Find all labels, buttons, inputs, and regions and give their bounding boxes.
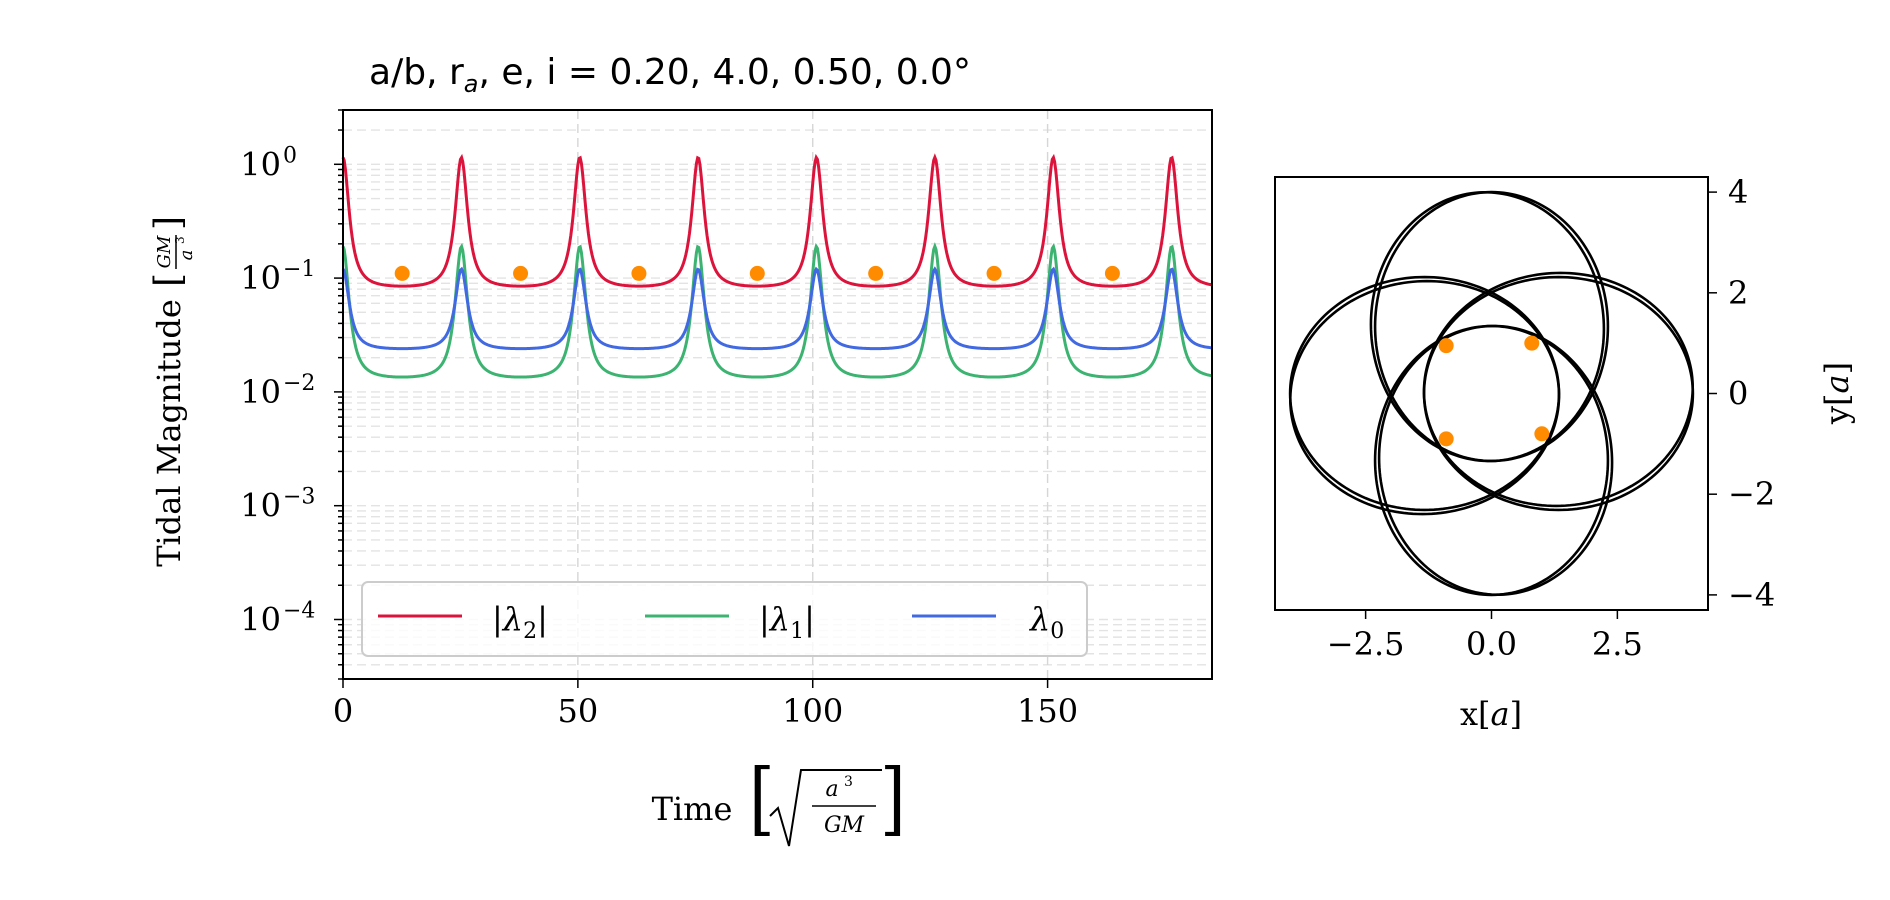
- x-tick-label: 100: [782, 692, 843, 730]
- svg-text:GM: GM: [154, 235, 175, 268]
- orbit-y-tick-label: 4: [1728, 173, 1748, 211]
- svg-text:Time: Time: [652, 790, 733, 828]
- orbit-panel: −2.5 0.0 2.5 4 2 0 −2 −4 x[a] y[a]: [1274, 173, 1856, 733]
- svg-text:[: [: [148, 273, 189, 287]
- legend-entry-lambda2: |λ2|: [378, 600, 548, 644]
- svg-text:|λ2|: |λ2|: [492, 600, 548, 644]
- orbit-y-tick-label: 0: [1728, 375, 1748, 413]
- orbit-y-axis-label: y[a]: [1818, 362, 1856, 425]
- marker-point: [631, 265, 647, 281]
- y-tick-exponent: −3: [283, 485, 315, 510]
- svg-text:GM: GM: [824, 813, 865, 838]
- orbit-marker: [1438, 338, 1454, 354]
- legend: |λ2| |λ1| λ0: [361, 581, 1088, 657]
- marker-group: [394, 265, 1120, 281]
- svg-text:Tidal Magnitude: Tidal Magnitude: [150, 299, 188, 567]
- orbit-x-tick-label: 2.5: [1592, 625, 1643, 663]
- series-group: [341, 153, 1213, 379]
- y-tick-label: 10: [240, 145, 281, 183]
- y-tick-label: 10: [240, 259, 281, 297]
- orbit-marker: [1534, 426, 1550, 442]
- marker-point: [394, 265, 410, 281]
- marker-point: [749, 265, 765, 281]
- orbit-paths: [1288, 190, 1695, 597]
- series-line: [341, 242, 1213, 379]
- orbit-path: [1377, 324, 1614, 596]
- y-tick-label: 10: [240, 373, 281, 411]
- y-axis-label: Tidal Magnitude [ GM a 3 ]: [148, 216, 197, 567]
- x-tick-label: 150: [1017, 692, 1078, 730]
- series-line: [341, 153, 1213, 288]
- y-tick-exponent: −1: [283, 257, 315, 282]
- y-tick-exponent: −4: [283, 598, 315, 623]
- marker-point: [986, 265, 1002, 281]
- orbit-path: [1369, 191, 1606, 463]
- orbit-frame: [1274, 176, 1709, 611]
- svg-text:3: 3: [844, 774, 853, 790]
- orbit-y-tick-label: 2: [1728, 274, 1748, 312]
- plot-frame: [342, 109, 1213, 680]
- svg-text:a: a: [176, 250, 197, 261]
- orbit-y-tick-label: −4: [1728, 576, 1775, 614]
- svg-text:|λ1|: |λ1|: [759, 600, 815, 644]
- legend-box: [361, 581, 1088, 657]
- y-tick-exponent: −2: [283, 371, 315, 396]
- series-line: [341, 266, 1213, 351]
- svg-text:λ0: λ0: [1028, 600, 1064, 644]
- svg-text:a: a: [825, 777, 838, 802]
- y-tick-label: 10: [240, 600, 281, 638]
- x-axis-label: Time [ a 3 GM ]: [652, 753, 906, 847]
- svg-text:]: ]: [148, 216, 189, 230]
- chart-title: a/b, ra, e, i = 0.20, 4.0, 0.50, 0.0°: [369, 52, 971, 98]
- orbit-x-tick-label: −2.5: [1327, 625, 1405, 663]
- marker-point: [868, 265, 884, 281]
- orbit-y-tick-label: −2: [1728, 475, 1775, 513]
- orbit-path: [1289, 279, 1561, 516]
- marker-point: [513, 265, 529, 281]
- svg-text:]: ]: [880, 753, 906, 845]
- legend-entry-lambda1: |λ1|: [645, 600, 815, 644]
- orbit-x-tick-label: 0.0: [1466, 625, 1517, 663]
- orbit-marker-group: [1438, 335, 1550, 447]
- y-tick-label: 10: [240, 487, 281, 525]
- legend-entry-lambda0: λ0: [912, 600, 1064, 644]
- y-tick-exponent: 0: [283, 143, 297, 168]
- marker-point: [1104, 265, 1120, 281]
- orbit-marker: [1438, 431, 1454, 447]
- orbit-path: [1422, 271, 1694, 508]
- orbit-x-axis-label: x[a]: [1460, 695, 1522, 733]
- orbit-marker: [1524, 335, 1540, 351]
- svg-text:3: 3: [173, 236, 187, 244]
- x-tick-label: 50: [558, 692, 599, 730]
- svg-text:[: [: [749, 753, 775, 845]
- x-tick-label: 0: [333, 692, 353, 730]
- orbit-tick-group: −2.5 0.0 2.5 4 2 0 −2 −4: [1327, 173, 1775, 663]
